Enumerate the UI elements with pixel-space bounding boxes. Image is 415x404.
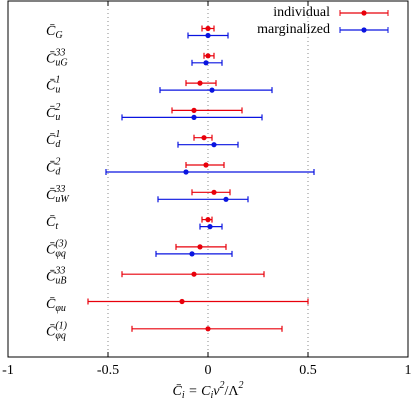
- x-tick-label: 0: [205, 363, 212, 378]
- label-part: d: [55, 139, 61, 150]
- label-part: G: [55, 30, 62, 41]
- point: [211, 142, 217, 148]
- y-tick-label: C̄G: [46, 24, 63, 41]
- label-part: u: [55, 112, 60, 123]
- x-axis-label: C̄i = Civ2/Λ2: [173, 380, 244, 401]
- y-tick-label: C̄φu: [46, 297, 66, 314]
- label-part: v: [213, 384, 220, 399]
- label-part: = C: [185, 384, 211, 399]
- label-part: 33: [54, 266, 65, 277]
- x-tick-label: -0.5: [97, 363, 119, 378]
- label-part: 2: [55, 102, 60, 113]
- label-part: φq: [55, 249, 66, 260]
- point: [197, 80, 203, 86]
- label-part: 33: [54, 48, 65, 59]
- legend-marker: [361, 10, 367, 16]
- point: [207, 224, 213, 230]
- plot-frame: [7, 0, 409, 358]
- y-tick-label: C̄t: [46, 215, 58, 232]
- label-part: (3): [55, 239, 67, 250]
- point: [189, 251, 195, 257]
- point: [191, 107, 197, 113]
- legend-label: marginalized: [257, 22, 330, 37]
- point: [191, 271, 197, 277]
- point: [205, 32, 211, 39]
- label-part: φu: [55, 303, 66, 314]
- x-tick-label: -1: [2, 363, 14, 378]
- label-part: C̄: [46, 215, 56, 230]
- label-part: i: [210, 390, 213, 401]
- y-tick-label: C̄d2: [46, 157, 61, 178]
- y-tick-label: C̄uG33: [46, 48, 68, 69]
- label-part: C̄: [46, 188, 56, 203]
- y-tick-label: C̄d1: [46, 129, 61, 150]
- label-part: C̄: [46, 51, 56, 66]
- y-tick-label: C̄u1: [46, 75, 60, 96]
- point: [205, 217, 211, 223]
- point: [211, 189, 217, 195]
- y-tick-label: C̄u2: [46, 102, 60, 123]
- point: [179, 298, 185, 305]
- label-part: d: [55, 167, 61, 178]
- label-part: C̄: [46, 133, 56, 148]
- point: [201, 135, 207, 141]
- label-part: 2: [55, 157, 60, 168]
- label-part: (1): [55, 321, 67, 332]
- point: [197, 244, 203, 250]
- x-tick-label: 1: [405, 363, 412, 378]
- label-part: C̄: [46, 24, 56, 39]
- label-part: uB: [55, 276, 66, 287]
- point: [205, 25, 211, 32]
- label-part: /Λ: [224, 384, 239, 399]
- label-part: 2: [238, 380, 243, 391]
- label-part: t: [55, 221, 58, 232]
- label-part: C̄: [46, 242, 56, 257]
- y-tick-label: C̄φq(1): [46, 321, 68, 342]
- label-part: 1: [55, 129, 60, 140]
- point: [183, 169, 189, 175]
- point: [223, 196, 229, 202]
- x-tick-label: 0.5: [299, 363, 317, 378]
- label-part: C̄: [46, 324, 56, 339]
- label-part: C̄: [46, 106, 56, 121]
- y-tick-label: C̄φq(3): [46, 239, 68, 260]
- label-part: uG: [55, 58, 67, 69]
- label-part: C̄: [46, 297, 56, 312]
- y-tick-label: C̄uW33: [46, 184, 70, 205]
- label-part: uW: [55, 194, 70, 205]
- point: [203, 60, 209, 66]
- point: [205, 53, 211, 59]
- legend-label: individual: [273, 5, 330, 20]
- label-part: C̄: [46, 79, 56, 94]
- label-part: 1: [55, 75, 60, 86]
- label-part: C̄: [46, 161, 56, 176]
- legend-marker: [361, 27, 367, 33]
- label-part: u: [55, 85, 60, 96]
- label-part: 33: [54, 184, 65, 195]
- point: [191, 114, 197, 120]
- y-tick-label: C̄uB33: [46, 266, 66, 287]
- label-part: φq: [55, 331, 66, 342]
- point: [203, 162, 209, 168]
- point: [209, 87, 215, 93]
- label-part: C̄: [173, 384, 183, 399]
- label-part: 2: [219, 380, 224, 391]
- label-part: C̄: [46, 270, 56, 285]
- label-part: i: [182, 390, 185, 401]
- point: [205, 326, 211, 332]
